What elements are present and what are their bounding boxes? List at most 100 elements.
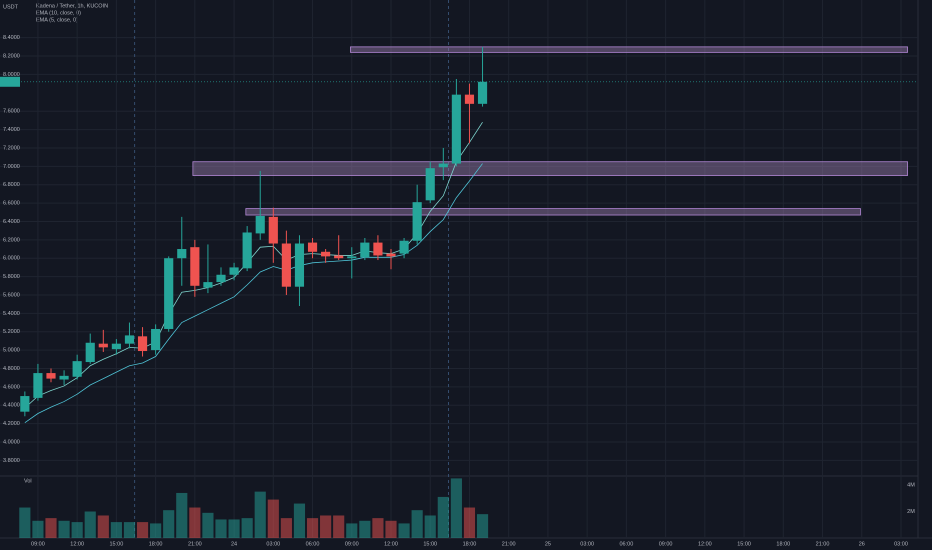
volume-bar [346, 523, 358, 538]
volume-bar [228, 519, 240, 538]
volume-bar [306, 518, 319, 538]
y-tick-label: 8.2000 [3, 54, 20, 60]
volume-bar [189, 507, 201, 538]
candle-body [399, 240, 409, 254]
candle-body [59, 375, 69, 380]
volume-bar [320, 515, 332, 538]
candle-body [151, 328, 161, 351]
volume-bar [293, 503, 306, 538]
y-tick-label: 5.4000 [3, 311, 20, 317]
volume-bar [411, 510, 423, 538]
x-tick-label: 15:00 [737, 541, 751, 547]
x-tick-label: 09:00 [345, 541, 359, 547]
legend-entry: EMA (10, close, 0) [36, 10, 81, 16]
volume-bar [372, 518, 384, 538]
y-tick-label: 6.2000 [3, 237, 20, 243]
candle-body [203, 282, 213, 288]
candle-body [412, 202, 422, 241]
y-tick-label: 4.4000 [3, 403, 20, 409]
candle-body [111, 343, 121, 350]
y-tick-label: 3.8000 [3, 458, 20, 464]
volume-bar [136, 522, 149, 538]
y-tick-label: 8.0000 [3, 72, 20, 78]
candle-body [464, 94, 475, 104]
y-tick-label: 8.4000 [3, 35, 20, 41]
candle-body [124, 335, 135, 344]
volume-bar [267, 499, 279, 538]
price-unit: USDT [3, 4, 19, 10]
candle-body [229, 267, 239, 275]
candle-body [242, 232, 252, 269]
candle-body [281, 243, 291, 287]
x-tick-label: 06:00 [306, 541, 320, 547]
volume-bar [437, 496, 449, 538]
volume-bar [176, 492, 188, 538]
y-tick-label: 6.8000 [3, 182, 20, 188]
volume-bar [163, 510, 175, 538]
y-tick-label: 6.0000 [3, 256, 20, 262]
volume-bar [202, 512, 214, 538]
zone [350, 46, 908, 53]
volume-bar [385, 520, 397, 538]
volume-bar [45, 518, 57, 538]
candle-body [98, 343, 108, 348]
legend-entry: EMA (5, close, 0) [36, 17, 78, 23]
y-tick-label: 5.6000 [3, 292, 20, 298]
volume-bar [359, 520, 371, 538]
volume-bar [333, 515, 345, 538]
y-tick-label: 7.2000 [3, 145, 20, 151]
volume-label: Vol [24, 478, 32, 484]
y-tick-label: 5.2000 [3, 329, 20, 335]
x-tick-label: 06:00 [620, 541, 634, 547]
volume-bar [71, 522, 83, 538]
x-tick-label: 09:00 [31, 541, 45, 547]
volume-bar [280, 518, 292, 538]
x-tick-label: 21:00 [816, 541, 830, 547]
x-tick-label: 24 [231, 541, 237, 547]
candle-body [307, 242, 318, 252]
volume-bar [476, 514, 489, 538]
x-tick-label: 18:00 [149, 541, 163, 547]
y-tick-label: 6.4000 [3, 219, 20, 225]
candle-body [33, 373, 43, 398]
candle-body [268, 216, 278, 244]
zone [192, 161, 908, 176]
x-tick-label: 15:00 [423, 541, 437, 547]
x-tick-label: 03:00 [580, 541, 594, 547]
x-tick-label: 26 [859, 541, 865, 547]
chart-title: Kadena / Tether, 1h, KUCOIN [36, 3, 108, 9]
y-tick-label: 6.6000 [3, 201, 20, 207]
volume-bar [97, 515, 109, 538]
volume-bar [19, 507, 31, 538]
volume-bar [32, 520, 44, 538]
candle-body [347, 256, 357, 259]
volume-tick-label: 4M [907, 482, 915, 488]
y-tick-label: 5.0000 [3, 348, 20, 354]
candle-body [360, 242, 370, 258]
volume-bar [424, 515, 436, 538]
x-tick-label: 25 [545, 541, 551, 547]
volume-tick-label: 2M [907, 509, 915, 515]
y-tick-label: 4.6000 [3, 384, 20, 390]
candle-body [177, 249, 187, 259]
x-tick-label: 12:00 [70, 541, 84, 547]
x-tick-label: 12:00 [698, 541, 712, 547]
x-tick-label: 03:00 [894, 541, 908, 547]
volume-bar [58, 520, 70, 538]
last-price-marker [0, 76, 20, 87]
y-tick-label: 4.0000 [3, 439, 20, 445]
volume-bar [254, 491, 266, 538]
candle-body [85, 342, 95, 363]
candle-body [386, 253, 396, 257]
candle-body [438, 163, 448, 168]
candle-body [72, 361, 82, 377]
candle-body [216, 274, 226, 283]
candle-body [294, 243, 305, 287]
x-tick-label: 18:00 [776, 541, 790, 547]
candle-body [137, 336, 148, 352]
volume-bar [123, 522, 136, 538]
candle-body [425, 168, 435, 201]
candle-body [477, 81, 488, 104]
